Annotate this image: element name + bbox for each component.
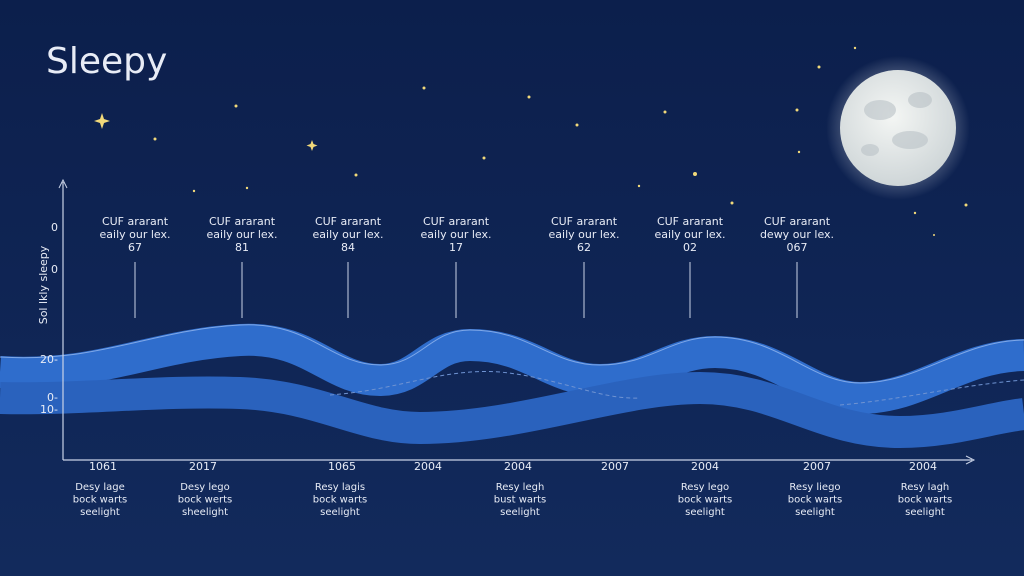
stars	[94, 46, 968, 236]
annotation-line: eaily our lex.	[313, 228, 384, 241]
x-label: 2004	[504, 460, 532, 473]
wave-upper-edge	[0, 324, 1024, 384]
annotation-line: CUF ararant	[102, 215, 169, 228]
caption-line: bock werts	[178, 495, 233, 506]
x-label: 2004	[691, 460, 719, 473]
moon	[840, 70, 956, 186]
y-tick-label: 0-	[47, 391, 58, 404]
annotation-value: 67	[128, 241, 142, 254]
caption-line: Resy lagh	[901, 482, 950, 493]
wave-dashed	[329, 371, 1024, 406]
title: Sleepy	[46, 41, 167, 82]
annotation-line: CUF ararant	[764, 215, 831, 228]
y-axis-label: Sol lkly sleepy	[37, 245, 50, 324]
annotation-line: eaily our lex.	[655, 228, 726, 241]
annotation-line: dewy our lex.	[760, 228, 834, 241]
caption-line: sheelight	[182, 507, 228, 518]
x-label: 2004	[414, 460, 442, 473]
annotation-line: eaily our lex.	[100, 228, 171, 241]
caption-line: Resy lagis	[315, 482, 365, 493]
wave-upper	[0, 323, 1024, 415]
caption-line: seelight	[795, 507, 835, 518]
x-axis-arrow	[965, 455, 976, 465]
annotation-line: eaily our lex.	[421, 228, 492, 241]
annotation-line: CUF ararant	[315, 215, 382, 228]
annotation-value: 067	[787, 241, 808, 254]
annotation-line: CUF ararant	[209, 215, 276, 228]
annotation-value: 02	[683, 241, 697, 254]
annotation-value: 62	[577, 241, 591, 254]
caption-line: Resy lego	[681, 482, 729, 493]
x-label: 2017	[189, 460, 217, 473]
caption-line: bock warts	[788, 495, 842, 506]
caption-line: Desy lego	[180, 482, 230, 493]
y-axis-arrow	[58, 178, 68, 189]
annotation-value: 81	[235, 241, 249, 254]
annotation-line: eaily our lex.	[549, 228, 620, 241]
caption-line: seelight	[80, 507, 120, 518]
caption-line: seelight	[320, 507, 360, 518]
caption-line: bock warts	[73, 495, 127, 506]
annotation-value: 84	[341, 241, 355, 254]
annotation-line: CUF ararant	[551, 215, 618, 228]
annotation-value: 17	[449, 241, 463, 254]
wave-lower	[0, 371, 1024, 449]
x-label: 1065	[328, 460, 356, 473]
x-label: 1061	[89, 460, 117, 473]
y-tick-label: 20-	[40, 353, 58, 366]
caption-line: seelight	[905, 507, 945, 518]
x-label: 2007	[601, 460, 629, 473]
caption-line: bust warts	[494, 495, 547, 506]
caption-line: seelight	[685, 507, 725, 518]
annotation-line: CUF ararant	[657, 215, 724, 228]
y-tick-label: 0	[51, 221, 58, 234]
caption-line: Desy lage	[75, 482, 125, 493]
x-label: 2004	[909, 460, 937, 473]
y-tick-label: 10-	[40, 403, 58, 416]
y-tick-label: 0	[51, 263, 58, 276]
caption-line: bock warts	[898, 495, 952, 506]
caption-line: Resy legh	[496, 482, 545, 493]
caption-line: bock warts	[678, 495, 732, 506]
moon-craters	[861, 92, 932, 156]
x-label: 2007	[803, 460, 831, 473]
annotation-line: eaily our lex.	[207, 228, 278, 241]
caption-line: Resy liego	[789, 482, 840, 493]
caption-line: seelight	[500, 507, 540, 518]
annotation-line: CUF ararant	[423, 215, 490, 228]
caption-line: bock warts	[313, 495, 367, 506]
